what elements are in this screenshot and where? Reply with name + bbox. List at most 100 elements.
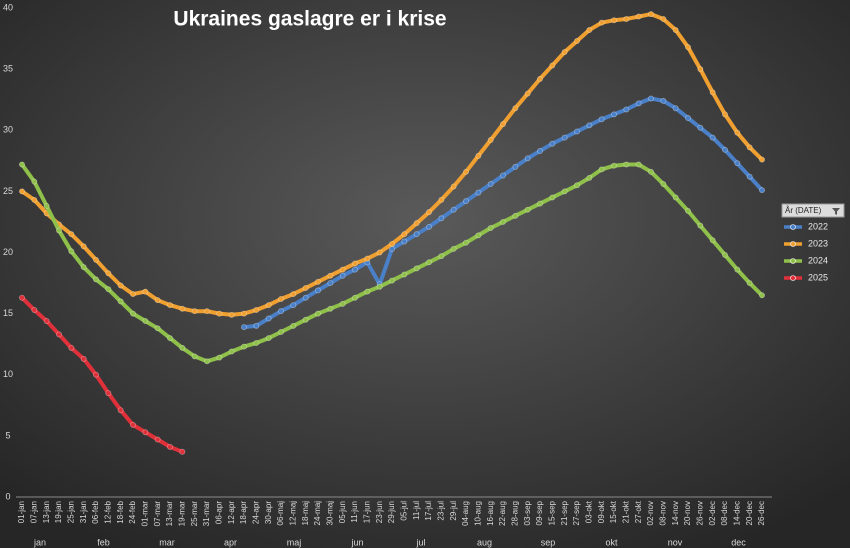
data-point [129, 310, 136, 317]
data-point [80, 355, 87, 362]
data-point [18, 188, 25, 195]
data-point [611, 17, 618, 24]
month-label: okt [605, 537, 618, 547]
data-point [450, 183, 457, 190]
data-point [339, 266, 346, 273]
data-point [512, 212, 519, 219]
month-label: nov [668, 537, 683, 547]
data-point [537, 75, 544, 82]
x-tick-label: 27-okt [634, 500, 643, 523]
data-point [734, 160, 741, 167]
data-point [648, 168, 655, 175]
data-point [265, 315, 272, 322]
data-point [475, 232, 482, 239]
x-tick-label: 30-maj [325, 501, 334, 526]
data-point [413, 220, 420, 227]
data-point [68, 344, 75, 351]
month-label: aug [477, 537, 492, 547]
data-point [586, 174, 593, 181]
data-point [586, 27, 593, 34]
data-point [105, 286, 112, 293]
data-point [43, 203, 50, 210]
data-point [314, 310, 321, 317]
x-tick-label: 26-dec [757, 501, 766, 525]
x-tick-label: 06-maj [276, 501, 285, 526]
y-tick-label: 15 [3, 308, 13, 318]
data-point [635, 161, 642, 168]
legend-marker [790, 224, 796, 230]
data-point [709, 237, 716, 244]
series-2022 [240, 95, 766, 331]
data-point [339, 300, 346, 307]
x-tick-label: 13-jan [42, 501, 51, 523]
legend-title: År (DATE) [785, 206, 822, 215]
data-point [524, 155, 531, 162]
x-tick-label: 05-jul [399, 501, 408, 521]
data-point [759, 187, 766, 194]
data-point [450, 206, 457, 213]
data-point [487, 181, 494, 188]
data-point [142, 429, 149, 436]
data-point [327, 280, 334, 287]
chart-title: Ukraines gaslagre er i krise [173, 8, 446, 31]
x-tick-label: 24-apr [251, 501, 260, 524]
data-point [611, 111, 618, 118]
data-point [302, 284, 309, 291]
data-point [512, 105, 519, 112]
data-point [191, 308, 198, 315]
data-point [561, 134, 568, 141]
data-point [487, 137, 494, 144]
series-2024 [18, 161, 766, 365]
data-point [191, 353, 198, 360]
data-point [438, 253, 445, 260]
legend: År (DATE) 2022 2023 2024 2025 [781, 203, 845, 282]
data-point [697, 124, 704, 131]
data-point [129, 291, 136, 298]
legend-label: 2024 [808, 255, 828, 265]
month-label: feb [97, 537, 110, 547]
x-tick-label: 24-maj [313, 501, 322, 526]
data-point [734, 266, 741, 273]
data-point [598, 116, 605, 123]
data-point [660, 97, 667, 104]
data-point [635, 13, 642, 20]
data-point [43, 317, 50, 324]
x-tick-label: 10-aug [473, 501, 482, 526]
x-tick-label: 09-sep [535, 500, 544, 525]
data-point [240, 324, 247, 331]
data-point [598, 19, 605, 26]
x-tick-label: 29-jun [387, 501, 396, 523]
legend-header[interactable] [781, 203, 845, 218]
month-label: mar [159, 537, 175, 547]
data-point [56, 227, 63, 234]
data-point [142, 317, 149, 324]
filter-icon[interactable] [832, 208, 840, 215]
x-tick-label: 14-nov [671, 501, 680, 525]
data-point [31, 196, 38, 203]
data-point [216, 354, 223, 361]
data-point [351, 294, 358, 301]
data-point [117, 407, 124, 414]
data-point [290, 322, 297, 329]
y-tick-label: 0 [5, 491, 10, 501]
data-point [56, 331, 63, 338]
legend-label: 2022 [808, 221, 828, 231]
x-tick-label: 21-sep [560, 500, 569, 525]
x-tick-label: 16-aug [486, 501, 495, 526]
x-tick-label: 12-feb [103, 500, 112, 523]
data-point [327, 305, 334, 312]
data-point [228, 348, 235, 355]
x-tick-label: 12-apr [227, 501, 236, 524]
data-point [697, 66, 704, 73]
data-point [105, 390, 112, 397]
data-point [561, 49, 568, 56]
data-point [413, 265, 420, 272]
data-point [746, 144, 753, 151]
data-point [549, 140, 556, 147]
data-point [68, 248, 75, 255]
series-2025 [18, 294, 186, 455]
data-point [660, 16, 667, 23]
data-point [154, 297, 161, 304]
